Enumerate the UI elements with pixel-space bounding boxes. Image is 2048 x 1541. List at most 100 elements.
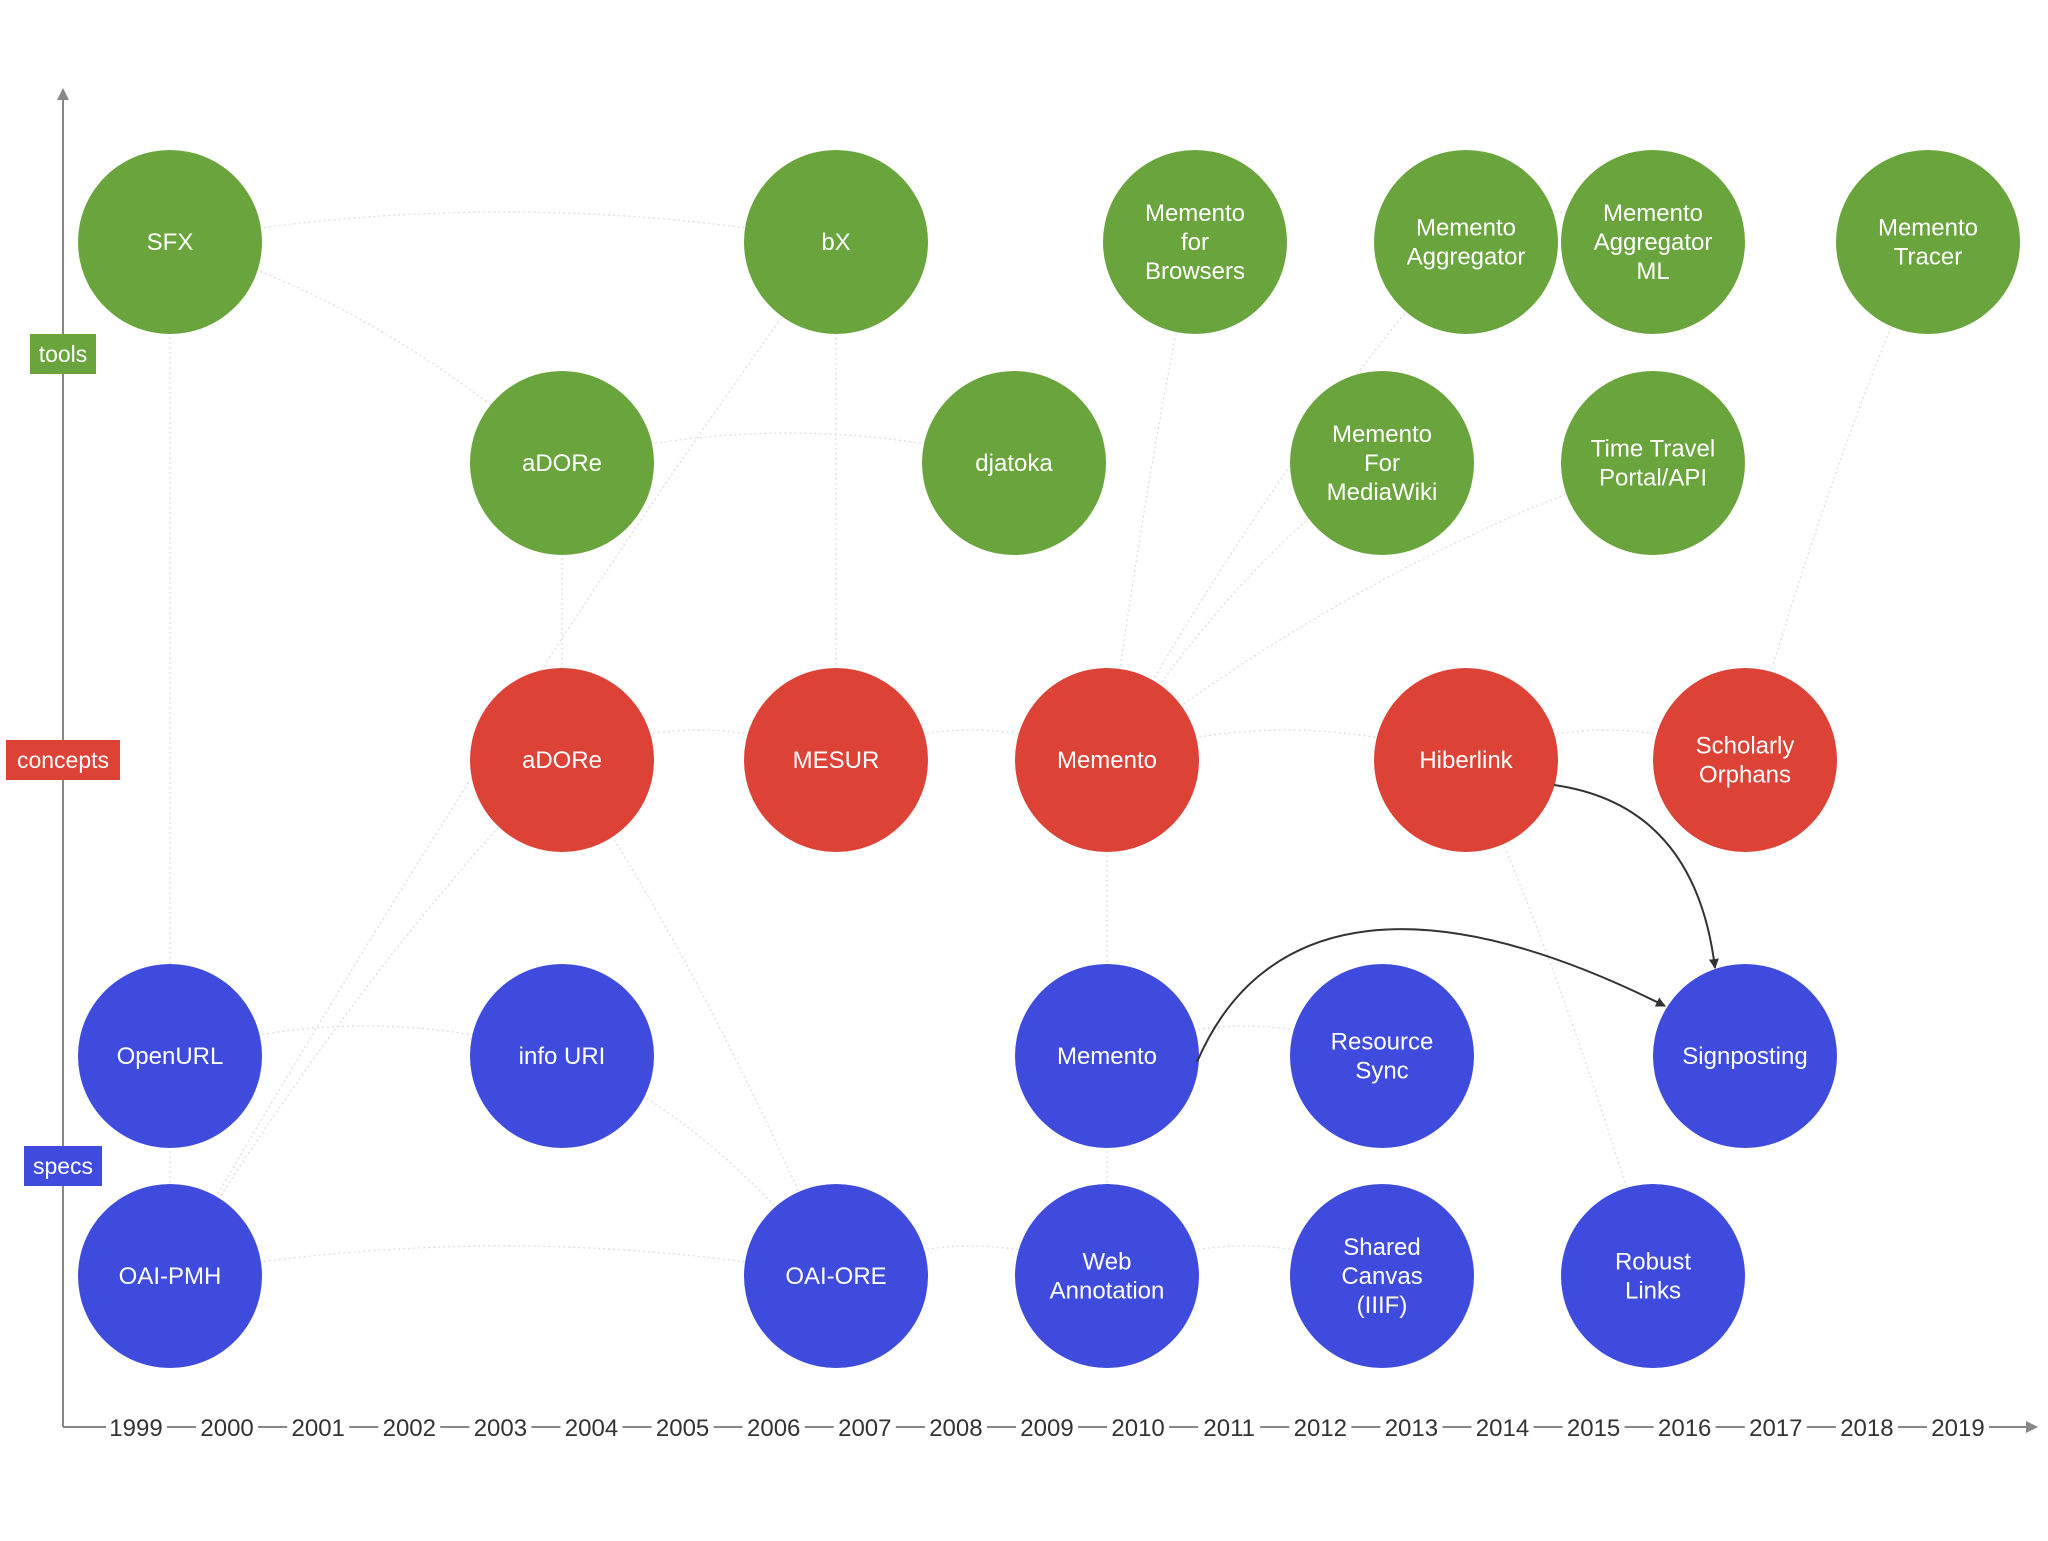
faint-link [1465,759,1654,1277]
node-signposting: Signposting [1653,964,1837,1148]
node-label: Aggregator [1594,229,1713,256]
year-label: 2001 [292,1415,345,1442]
node-label: Resource [1331,1029,1434,1056]
node-label: Canvas [1341,1263,1422,1290]
node-label: Robust [1615,1249,1691,1276]
year-axis-layer: 1999 2000 2001 2002 2003 2004 2005 2006 2007 2008… [63,1415,2038,1442]
node-label: aDORe [522,450,602,477]
tools-node-circle [1290,371,1474,555]
node-label: MESUR [793,747,880,774]
category-labels-layer: tools concepts specs [6,334,120,1186]
specs-node-circle [1653,964,1837,1148]
node-label: Web [1083,1249,1132,1276]
tools-node-circle [78,150,262,334]
year-label: 2019 [1931,1415,1984,1442]
node-adore-tool: aDORe [470,371,654,555]
concepts-node-circle [1653,668,1837,852]
concepts-node-circle [470,668,654,852]
category-badge [24,1146,102,1186]
node-label: for [1181,229,1209,256]
year-label: 2018 [1840,1415,1893,1442]
nodes-layer: SFX bXMementoforBrowsersMementoAggregator… [78,150,2020,1368]
tools-node-circle [470,371,654,555]
node-djatoka: djatoka [922,371,1106,555]
year-label: 2016 [1658,1415,1711,1442]
node-label: Annotation [1050,1278,1165,1305]
faint-link [1106,462,1654,761]
year-label: 2004 [565,1415,618,1442]
year-label: 1999 [109,1415,162,1442]
category-label: concepts [17,747,109,773]
category-badge [30,334,96,374]
year-label: 2003 [474,1415,527,1442]
node-oai-pmh: OAI-PMH [78,1184,262,1368]
specs-node-circle [78,1184,262,1368]
tools-node-circle [1374,150,1558,334]
node-label: Memento [1332,421,1432,448]
node-memento-spec: Memento [1015,964,1199,1148]
year-label: 2006 [747,1415,800,1442]
specs-node-circle [1561,1184,1745,1368]
node-label: Memento [1057,1043,1157,1070]
faint-link [169,211,837,243]
category-label: specs [33,1153,93,1179]
node-label: Scholarly [1696,733,1795,760]
arrow-memento-spec-to-signposting [1196,928,1666,1063]
node-memento-concept: Memento [1015,668,1199,852]
node-label: OAI-PMH [119,1263,222,1290]
node-label: Memento [1878,215,1978,242]
node-label: info URI [519,1043,606,1070]
year-label: 2010 [1111,1415,1164,1442]
node-label: MediaWiki [1327,479,1438,506]
tools-node-circle [1103,150,1287,334]
year-label: 2007 [838,1415,891,1442]
node-label: Tracer [1894,244,1962,271]
node-label: Sync [1355,1058,1408,1085]
node-bx: bX [744,150,928,334]
node-label: Memento [1057,747,1157,774]
concepts-node-circle [1374,668,1558,852]
year-label: 2017 [1749,1415,1802,1442]
year-label: 2012 [1294,1415,1347,1442]
node-label: SFX [147,229,194,256]
tools-node-circle [1836,150,2020,334]
category-badge [6,740,120,780]
node-openurl: OpenURL [78,964,262,1148]
specs-node-circle [1015,964,1199,1148]
node-label: bX [821,229,850,256]
year-label: 2009 [1020,1415,1073,1442]
year-label: 2011 [1203,1415,1255,1442]
year-label: 2000 [200,1415,253,1442]
tools-node-circle [1561,150,1745,334]
year-label: 2002 [383,1415,436,1442]
node-label: aDORe [522,747,602,774]
category-label: tools [39,341,88,367]
node-label: Signposting [1682,1043,1807,1070]
faint-link [169,1245,837,1277]
tools-node-circle [922,371,1106,555]
node-info-uri: info URI [470,964,654,1148]
node-label: Shared [1343,1234,1420,1261]
node-label: Memento [1603,200,1703,227]
node-label: Aggregator [1407,244,1526,271]
category-concepts: concepts [6,740,120,780]
tools-node-circle [744,150,928,334]
faint-link [561,729,837,761]
node-sfx: SFX [78,150,262,334]
year-label: 2005 [656,1415,709,1442]
year-label: 2015 [1567,1415,1620,1442]
concepts-node-circle [1015,668,1199,852]
node-label: (IIIF) [1357,1292,1408,1319]
node-label: Hiberlink [1419,747,1513,774]
specs-node-circle [744,1184,928,1368]
node-label: Time Travel [1591,436,1715,463]
node-label: Browsers [1145,258,1245,285]
node-label: Portal/API [1599,465,1707,492]
